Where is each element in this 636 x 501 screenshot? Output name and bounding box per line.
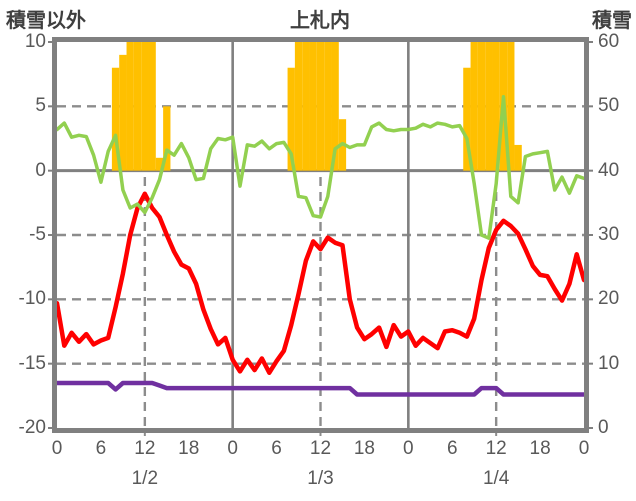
right-axis-tick: 20 [598, 288, 620, 310]
hour-tick: 0 [578, 438, 590, 459]
hour-tick: 12 [134, 438, 156, 459]
hour-tick: 0 [51, 438, 63, 459]
left-axis-tick: -5 [29, 224, 46, 245]
date-label: 1/3 [307, 468, 334, 489]
hour-tick: 0 [403, 438, 414, 459]
right-axis-tick: 60 [598, 31, 620, 52]
right-axis-tick: 30 [598, 224, 620, 245]
left-axis-tick: 0 [35, 159, 46, 181]
hour-tick: 12 [485, 438, 507, 459]
hour-tick: 0 [227, 438, 238, 459]
date-label: 1/4 [482, 468, 510, 489]
hour-tick: 6 [271, 438, 282, 459]
hour-tick: 18 [353, 438, 375, 459]
right-axis-tick: 10 [598, 352, 620, 374]
chart-title: 上札内 [290, 10, 350, 32]
right-axis-tick: 50 [598, 95, 620, 117]
left-axis-tick: -10 [18, 288, 46, 310]
left-axis-tick: 10 [24, 31, 46, 52]
left-axis-tick: -20 [18, 417, 46, 438]
left-axis-tick: 5 [35, 95, 46, 117]
right-axis-title: 積雪 [592, 10, 632, 32]
hour-tick: 6 [446, 438, 458, 459]
hour-tick: 18 [178, 438, 200, 459]
hour-tick: 6 [95, 438, 107, 459]
left-axis-tick: -15 [18, 352, 46, 374]
date-label: 1/2 [131, 468, 159, 489]
right-axis-tick: 0 [598, 417, 609, 438]
left-axis-title: 積雪以外 [6, 10, 86, 32]
hour-tick: 12 [309, 438, 332, 459]
hour-tick: 18 [529, 438, 551, 459]
right-axis-tick: 40 [598, 159, 620, 181]
